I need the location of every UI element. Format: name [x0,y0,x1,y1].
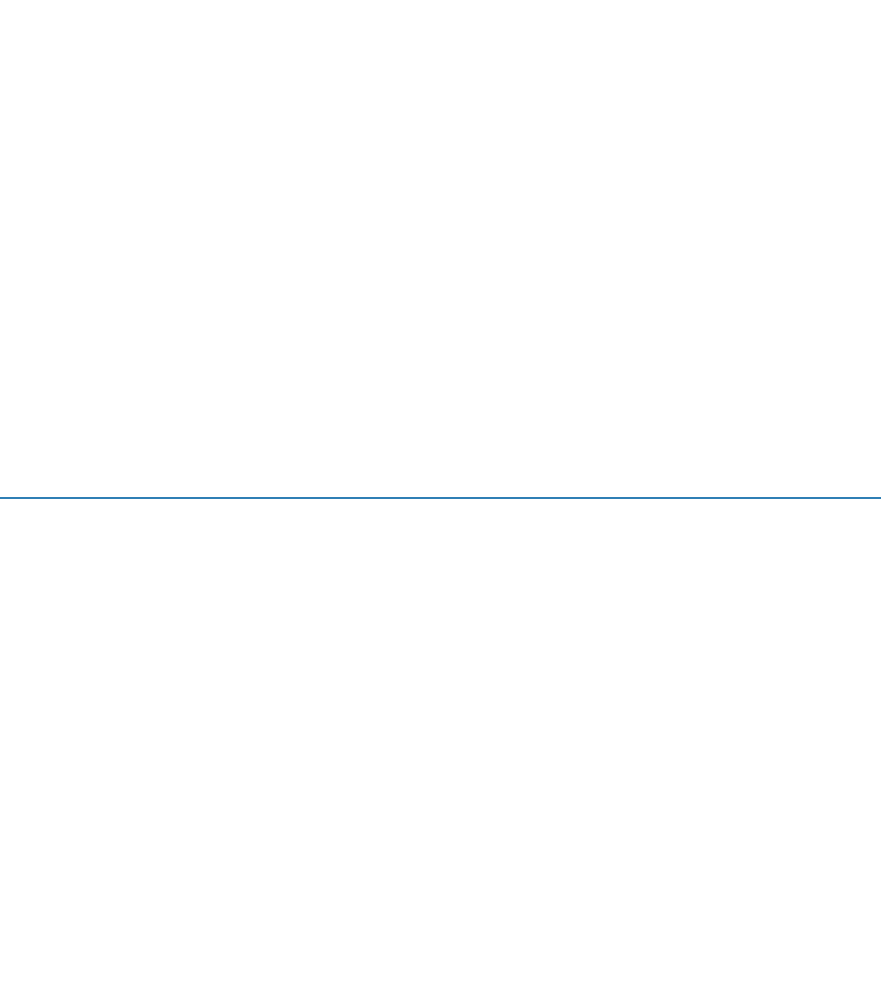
section-divider [0,497,881,499]
